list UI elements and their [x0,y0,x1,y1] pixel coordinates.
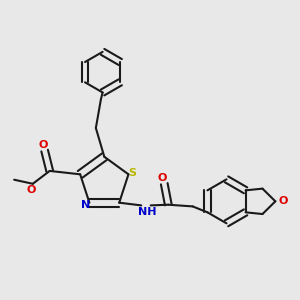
Text: NH: NH [138,207,157,217]
Text: O: O [38,140,48,149]
Text: O: O [278,196,287,206]
Text: O: O [26,185,36,195]
Text: S: S [128,168,136,178]
Text: N: N [81,200,90,210]
Text: O: O [158,172,167,183]
